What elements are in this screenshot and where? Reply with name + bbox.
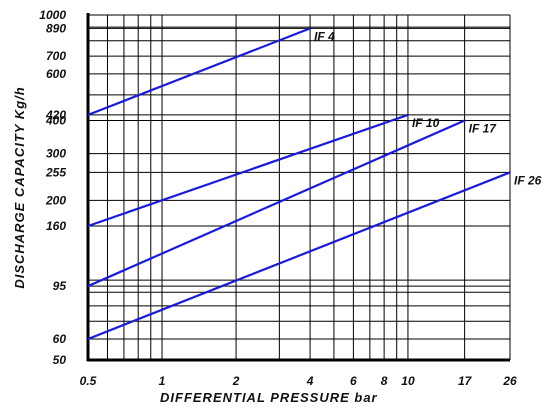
series-line-if-17 [87,119,466,288]
y-tick-label: 420 [45,108,66,122]
x-tick-label: 6 [350,374,357,388]
x-axis-ticks: 0.5 1 2 4 6 8 10 17 26 [80,374,517,388]
x-tick-label: 26 [502,374,517,388]
y-tick-label: 95 [53,279,67,293]
x-tick-label: 4 [306,374,314,388]
x-tick-label: 8 [381,374,388,388]
x-tick-label: 17 [458,374,473,388]
x-tick-label: 0.5 [80,374,97,388]
y-tick-label: 700 [46,49,66,63]
y-tick-label: 300 [46,147,66,161]
series-label-if-26: IF 26 [514,173,542,187]
series-label-if-17: IF 17 [469,122,498,136]
y-tick-label: 160 [46,219,66,233]
plot-frame [86,13,510,362]
series-lines [87,27,511,341]
y-tick-label: 600 [46,67,66,81]
y-tick-label: 400 [45,114,66,128]
x-tick-label: 1 [159,374,166,388]
x-axis-title: DIFFERENTIAL PRESSURE bar [160,390,378,405]
grid [87,14,511,361]
series-labels: IF 4 IF 10 IF 17 IF 26 [314,29,542,187]
series-line-if-4 [87,27,311,116]
series-line-if-26 [87,171,511,341]
y-tick-label: 60 [53,332,67,346]
series-line-if-10 [87,113,409,228]
series-label-if-4: IF 4 [314,29,335,43]
y-axis-title: DISCHARGE CAPACITY Kg/h [12,86,27,288]
x-tick-label: 2 [232,374,240,388]
y-tick-label: 255 [45,165,66,179]
x-tick-label: 10 [401,374,415,388]
series-label-if-10: IF 10 [412,116,440,130]
y-tick-label: 200 [45,193,66,207]
y-tick-label: 890 [46,21,66,35]
y-tick-label: 1000 [39,8,66,22]
y-tick-label: 50 [53,353,67,367]
